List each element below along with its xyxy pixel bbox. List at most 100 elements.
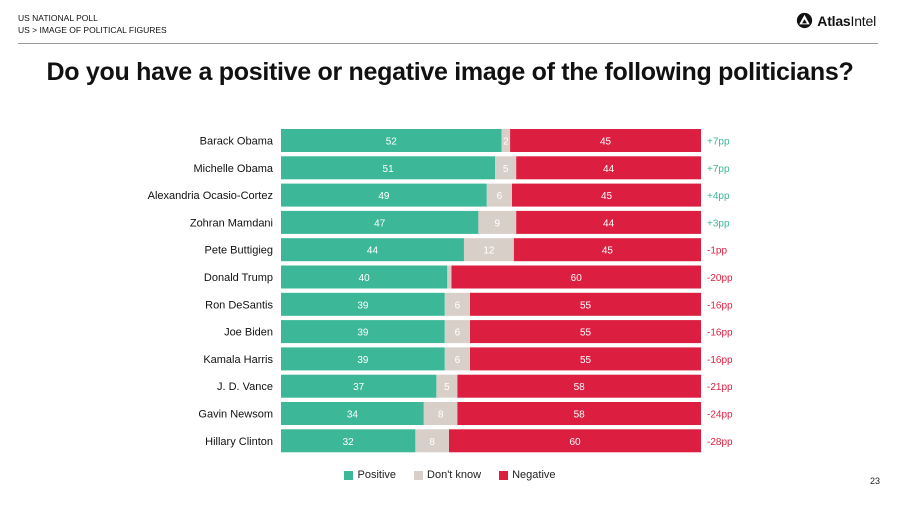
net-label-barack-obama: +7pp: [707, 137, 730, 148]
bar-dont-know-alexandria-ocasio-cortez: [486, 183, 512, 207]
data-label-negative-ron-desantis: 55: [580, 300, 592, 311]
category-label-gavin-newsom: Gavin Newsom: [198, 409, 273, 421]
data-label-dont-know-joe-biden: 6: [455, 328, 461, 339]
legend-item-dont-know: Don't know: [414, 469, 481, 481]
legend-label-dont-know: Don't know: [427, 469, 482, 481]
breadcrumb-path: US > IMAGE OF POLITICAL FIGURES: [18, 25, 167, 35]
data-label-negative-michelle-obama: 44: [603, 164, 615, 175]
bar-negative-j-d-vance: [457, 374, 701, 398]
net-label-ron-desantis: -16pp: [707, 300, 733, 311]
data-label-positive-zohran-mamdani: 47: [374, 218, 386, 229]
bar-positive-michelle-obama: [281, 156, 496, 180]
bar-positive-gavin-newsom: [281, 402, 424, 425]
category-label-pete-buttigieg: Pete Buttigieg: [205, 245, 274, 257]
legend-label-positive: Positive: [357, 469, 397, 481]
net-label-alexandria-ocasio-cortez: +4pp: [707, 191, 730, 202]
bar-negative-joe-biden: [470, 320, 701, 344]
bar-negative-pete-buttigieg: [513, 238, 701, 262]
atlasintel-logo-icon: [797, 12, 813, 29]
data-label-negative-hillary-clinton: 60: [569, 437, 581, 448]
net-label-pete-buttigieg: -1pp: [707, 246, 727, 257]
net-label-zohran-mamdani: +3pp: [707, 218, 730, 229]
data-label-negative-j-d-vance: 58: [574, 382, 586, 393]
data-label-dont-know-ron-desantis: 6: [455, 300, 461, 311]
bar-dont-know-zohran-mamdani: [478, 210, 517, 234]
data-label-dont-know-zohran-mamdani: 9: [495, 218, 501, 229]
bar-positive-donald-trump: [281, 265, 448, 289]
category-label-donald-trump: Donald Trump: [204, 272, 273, 284]
data-label-negative-joe-biden: 55: [580, 328, 592, 339]
chart-legend: Positive Don't know Negative: [0, 469, 900, 481]
legend-item-negative: Negative: [499, 469, 556, 481]
bar-dont-know-barack-obama: [501, 129, 511, 152]
legend-swatch-positive: [344, 470, 354, 480]
data-label-positive-j-d-vance: 37: [353, 382, 365, 393]
category-label-zohran-mamdani: Zohran Mamdani: [190, 217, 273, 229]
data-label-negative-gavin-newsom: 58: [574, 410, 586, 421]
chart-title: Do you have a positive or negative image…: [46, 58, 854, 86]
bar-dont-know-hillary-clinton: [415, 429, 449, 453]
net-label-joe-biden: -16pp: [707, 328, 733, 339]
data-label-dont-know-pete-buttigieg: 12: [483, 246, 495, 257]
data-label-positive-joe-biden: 39: [357, 328, 369, 339]
net-label-hillary-clinton: -28pp: [707, 437, 733, 448]
data-label-negative-kamala-harris: 55: [580, 355, 592, 366]
data-label-negative-barack-obama: 45: [600, 137, 612, 148]
bar-positive-j-d-vance: [281, 374, 437, 398]
data-label-positive-gavin-newsom: 34: [347, 410, 359, 421]
bar-dont-know-michelle-obama: [495, 156, 517, 180]
category-label-barack-obama: Barack Obama: [200, 136, 274, 148]
data-label-positive-pete-buttigieg: 44: [367, 246, 379, 257]
bar-negative-alexandria-ocasio-cortez: [512, 183, 701, 207]
bar-negative-barack-obama: [510, 129, 701, 152]
category-label-michelle-obama: Michelle Obama: [194, 163, 274, 175]
bar-negative-gavin-newsom: [457, 402, 701, 425]
bar-positive-alexandria-ocasio-cortez: [281, 183, 487, 207]
data-label-dont-know-alexandria-ocasio-cortez: 6: [497, 191, 503, 202]
net-label-j-d-vance: -21pp: [707, 382, 733, 393]
data-label-positive-michelle-obama: 51: [383, 164, 395, 175]
net-label-gavin-newsom: -24pp: [707, 410, 733, 421]
category-label-hillary-clinton: Hillary Clinton: [205, 436, 273, 448]
bar-dont-know-kamala-harris: [444, 347, 470, 371]
bar-positive-kamala-harris: [281, 347, 445, 371]
bar-dont-know-pete-buttigieg: [463, 238, 514, 262]
bar-dont-know-ron-desantis: [444, 292, 470, 316]
data-label-dont-know-hillary-clinton: 8: [429, 437, 435, 448]
data-label-positive-donald-trump: 40: [359, 273, 371, 284]
data-label-positive-alexandria-ocasio-cortez: 49: [378, 191, 390, 202]
data-label-dont-know-michelle-obama: 5: [503, 164, 509, 175]
data-label-positive-ron-desantis: 39: [357, 300, 369, 311]
bar-dont-know-donald-trump: [447, 265, 452, 289]
legend-swatch-dont-know: [414, 470, 424, 480]
data-label-positive-hillary-clinton: 32: [343, 437, 355, 448]
data-label-dont-know-gavin-newsom: 8: [438, 410, 444, 421]
bar-positive-hillary-clinton: [281, 429, 416, 453]
net-label-michelle-obama: +7pp: [707, 164, 730, 175]
bar-dont-know-j-d-vance: [436, 374, 458, 398]
header-breadcrumb: US NATIONAL POLL US > IMAGE OF POLITICAL…: [18, 12, 167, 36]
bar-negative-zohran-mamdani: [516, 210, 701, 234]
bar-dont-know-gavin-newsom: [423, 402, 458, 425]
legend-label-negative: Negative: [512, 469, 556, 481]
brand-logo: AtlasIntel: [796, 12, 876, 29]
bar-dont-know-joe-biden: [444, 320, 470, 344]
bar-negative-kamala-harris: [470, 347, 701, 371]
category-label-kamala-harris: Kamala Harris: [203, 354, 273, 366]
data-label-dont-know-j-d-vance: 5: [444, 382, 450, 393]
legend-item-positive: Positive: [344, 469, 396, 481]
page-number: 23: [869, 476, 880, 486]
bar-negative-ron-desantis: [470, 292, 701, 316]
bar-positive-ron-desantis: [281, 292, 445, 316]
bar-positive-pete-buttigieg: [281, 238, 464, 262]
bar-positive-barack-obama: [281, 129, 502, 152]
category-label-ron-desantis: Ron DeSantis: [205, 299, 273, 311]
header-divider: [18, 43, 878, 44]
data-label-dont-know-barack-obama: 2: [503, 137, 509, 148]
bar-negative-hillary-clinton: [449, 429, 701, 453]
data-label-negative-alexandria-ocasio-cortez: 45: [601, 191, 613, 202]
brand-name: AtlasIntel: [817, 12, 876, 29]
stacked-bar-chart: Barack Obama 52 2 45 +7pp Michelle Obama 51 5 44…: [148, 129, 733, 453]
bar-positive-joe-biden: [281, 320, 445, 344]
bar-positive-zohran-mamdani: [281, 210, 479, 234]
